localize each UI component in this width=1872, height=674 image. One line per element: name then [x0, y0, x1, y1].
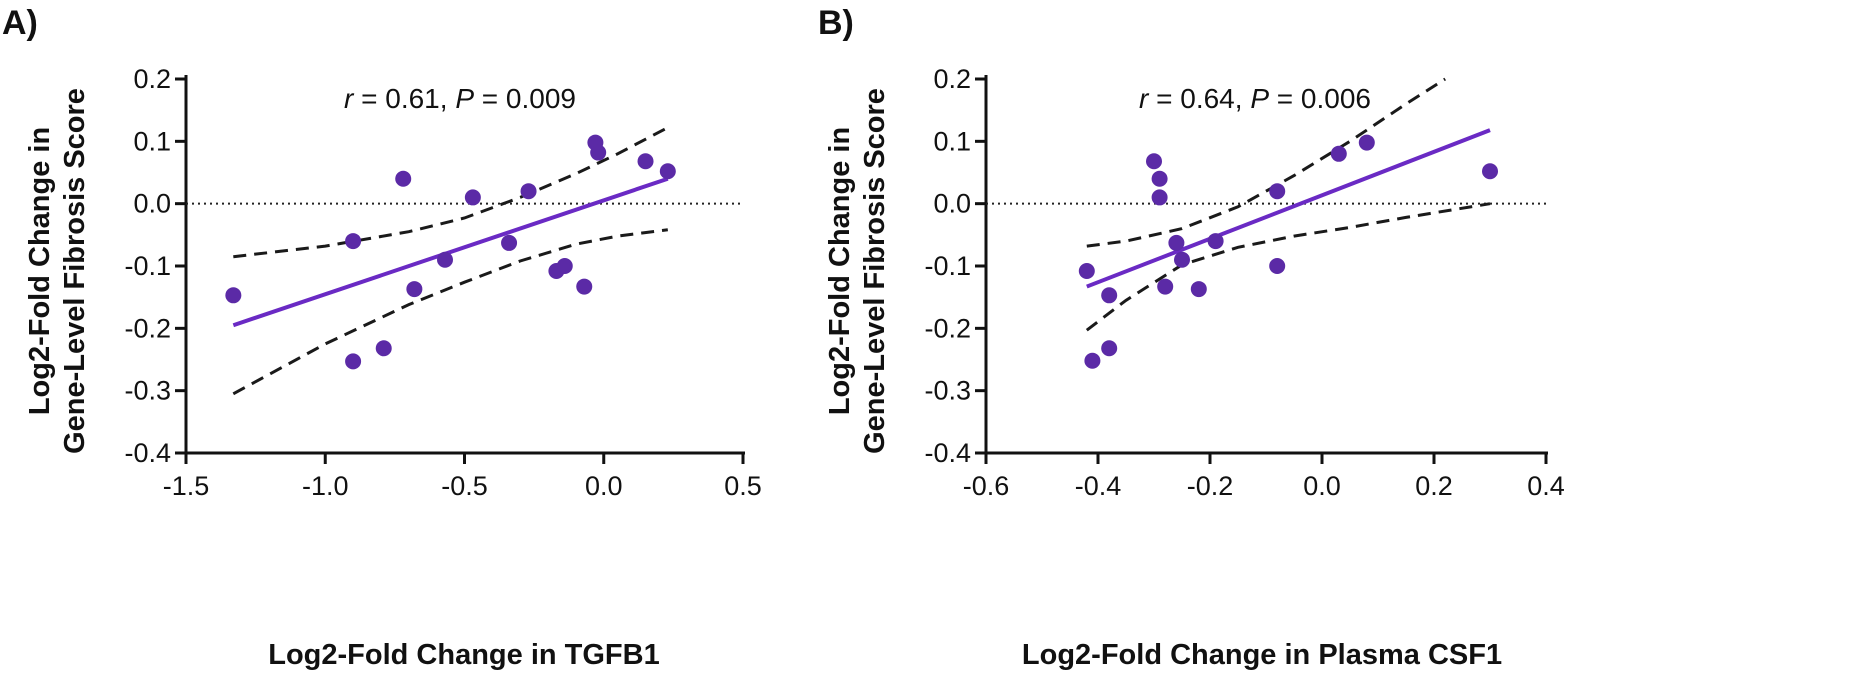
panel-b-p-value: = 0.006 — [1269, 83, 1371, 114]
panel-b-y-axis-title-line2: Gene-Level Fibrosis Score — [859, 88, 891, 454]
panel-a-label: A) — [2, 4, 38, 42]
panel-a-y-axis-title-line2: Gene-Level Fibrosis Score — [59, 88, 91, 454]
panel-b-x-tick-label: -0.6 — [963, 471, 1010, 501]
panel-b-x-tick-label: 0.4 — [1527, 471, 1565, 501]
panel-b-correlation-annotation: r = 0.64, P = 0.006 — [1139, 83, 1371, 114]
panel-b-ci-upper-curve — [1086, 77, 1447, 248]
panel-a-data-point — [345, 233, 362, 250]
panel-a-x-tick-label: -0.5 — [441, 471, 488, 501]
panel-b-y-tick-label: -0.4 — [924, 438, 971, 468]
panel-b-data-point — [1084, 352, 1101, 369]
panel-a-data-point — [437, 251, 454, 268]
panel-b-y-axis-title-line1: Log2-Fold Change in — [824, 127, 856, 415]
panel-a-y-tick-label: -0.1 — [124, 251, 171, 281]
panel-a-data-point — [637, 153, 654, 170]
panel-b-data-point — [1157, 278, 1174, 295]
panel-a-correlation-annotation: r = 0.61, P = 0.009 — [344, 83, 576, 114]
panel-b-x-tick-label: 0.2 — [1415, 471, 1453, 501]
panel-a-x-axis-title: Log2-Fold Change in TGFB1 — [268, 639, 659, 671]
panel-b-data-point — [1269, 258, 1286, 274]
panel-b-data-point — [1358, 134, 1375, 151]
panel-a-data-point — [406, 281, 423, 298]
panel-b-data-point — [1151, 189, 1168, 206]
panel-a-ci-upper-curve — [233, 126, 669, 259]
panel-b-x-tick-label: -0.2 — [1187, 471, 1234, 501]
panel-b-y-tick-label: -0.3 — [924, 376, 971, 406]
panel-a-y-tick-label: 0.0 — [133, 189, 171, 219]
panel-b-ci-lower-curve — [1085, 202, 1491, 332]
panel-a-data-point — [345, 353, 362, 370]
panel-a-ci-lower-curve — [232, 228, 668, 396]
panel-a-data-point — [464, 189, 481, 206]
panel-b-data-point — [1168, 234, 1185, 251]
panel-b-data-point — [1101, 287, 1118, 304]
panel-a-y-tick-label: -0.2 — [124, 313, 171, 343]
panel-b-data-point — [1207, 233, 1224, 250]
panel-a-data-point — [520, 183, 537, 200]
panel-b-regression-line — [1086, 128, 1491, 289]
panel-a-p-value: = 0.009 — [474, 83, 576, 114]
panel-a-regression-line — [232, 176, 669, 328]
panel-b-data-point — [1482, 163, 1498, 180]
panel-b-y-tick-label: 0.1 — [933, 126, 971, 156]
panel-a-data-point — [395, 170, 412, 187]
panel-a-y-tick-label: 0.1 — [133, 126, 171, 156]
panel-a-data-point — [501, 234, 518, 251]
panel-b-y-tick-label: 0.0 — [933, 189, 971, 219]
panel-a-x-tick-label: 0.5 — [724, 471, 762, 501]
panel-a-data-point — [556, 258, 573, 274]
panel-b-r-label: r — [1139, 83, 1150, 114]
panel-b-data-point — [1330, 145, 1347, 162]
panel-b-data-point — [1269, 183, 1286, 200]
panel-b-data-point — [1078, 262, 1095, 279]
panel-b: B) r = 0.64, P = 0.006 Log2-Fold Change … — [818, 4, 1565, 671]
panel-b-x-tick-label: 0.0 — [1303, 471, 1341, 501]
panel-b-x-axis-title: Log2-Fold Change in Plasma CSF1 — [1022, 639, 1502, 671]
panel-a: A) r = 0.61, P = 0.009 Log2-Fold Change … — [2, 4, 762, 671]
panel-a-x-tick-label: -1.0 — [302, 471, 349, 501]
panel-a-data-point — [590, 144, 607, 161]
panel-a-y-tick-label: -0.3 — [124, 376, 171, 406]
panel-a-data-point — [659, 163, 676, 180]
panel-a-p-label: P — [455, 83, 474, 114]
panel-b-y-tick-label: -0.2 — [924, 313, 971, 343]
panel-b-p-label: P — [1250, 83, 1269, 114]
panel-a-r-value: = 0.61, — [353, 83, 455, 114]
panel-a-r-label: r — [344, 83, 355, 114]
panel-a-y-axis-title-line1: Log2-Fold Change in — [24, 127, 56, 415]
panel-a-data-point — [576, 278, 593, 295]
panel-a-x-tick-label: -1.5 — [163, 471, 210, 501]
panel-b-data-point — [1101, 340, 1118, 357]
panel-a-y-tick-label: 0.2 — [133, 64, 171, 94]
panel-b-x-tick-label: -0.4 — [1075, 471, 1122, 501]
panel-b-label: B) — [818, 4, 854, 42]
panel-b-data-point — [1190, 281, 1207, 298]
panel-b-y-tick-label: -0.1 — [924, 251, 971, 281]
panel-b-y-tick-label: 0.2 — [933, 64, 971, 94]
panel-b-data-point — [1151, 170, 1168, 187]
panel-b-r-value: = 0.64, — [1148, 83, 1250, 114]
panel-a-data-point — [225, 287, 242, 304]
panel-a-y-tick-label: -0.4 — [124, 438, 171, 468]
panel-b-data-point — [1174, 251, 1190, 268]
panel-a-data-point — [375, 340, 392, 357]
panel-a-x-tick-label: 0.0 — [585, 471, 623, 501]
panel-b-data-point — [1146, 153, 1162, 170]
